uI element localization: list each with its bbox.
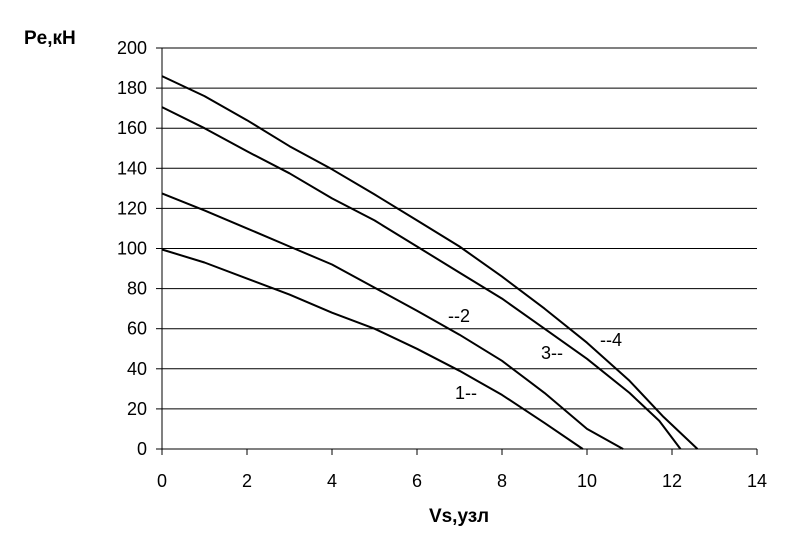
label-layer: 1-- --2 3-- --4	[448, 306, 622, 403]
series-line-1	[161, 248, 584, 450]
series-line-2	[161, 192, 624, 450]
y-tick-label-160: 160	[117, 118, 147, 138]
grid-layer	[162, 47, 757, 410]
series-line-4	[161, 75, 699, 450]
y-tick-label-20: 20	[127, 399, 147, 419]
axis-layer: 0 20 40 60 80 100 120 140 160 180 200 0 2 4 6 8 10 12 14	[117, 38, 767, 491]
y-tick-label-120: 120	[117, 198, 147, 218]
x-tick-label-8: 8	[497, 471, 507, 491]
x-tick-label-6: 6	[412, 471, 422, 491]
x-tick-label-4: 4	[327, 471, 337, 491]
y-tick-label-100: 100	[117, 239, 147, 259]
y-axis-title: Pe,кН	[24, 28, 76, 49]
y-tick-label-40: 40	[127, 359, 147, 379]
y-tick-label-0: 0	[137, 439, 147, 459]
series-label-3: 3--	[541, 343, 563, 363]
x-tick-label-14: 14	[747, 471, 767, 491]
series-layer	[161, 75, 699, 450]
x-tick-label-0: 0	[157, 471, 167, 491]
series-label-1: 1--	[455, 383, 477, 403]
x-tick-label-2: 2	[242, 471, 252, 491]
x-axis-title: Vs,узл	[429, 506, 489, 527]
series-line-3	[161, 106, 682, 450]
y-tick-label-200: 200	[117, 38, 147, 58]
x-tick-label-10: 10	[577, 471, 597, 491]
series-label-2: --2	[448, 306, 470, 326]
y-tick-label-180: 180	[117, 78, 147, 98]
y-tick-label-80: 80	[127, 279, 147, 299]
y-tick-label-60: 60	[127, 319, 147, 339]
series-label-4: --4	[600, 330, 622, 350]
y-tick-label-140: 140	[117, 158, 147, 178]
x-tick-label-12: 12	[662, 471, 682, 491]
